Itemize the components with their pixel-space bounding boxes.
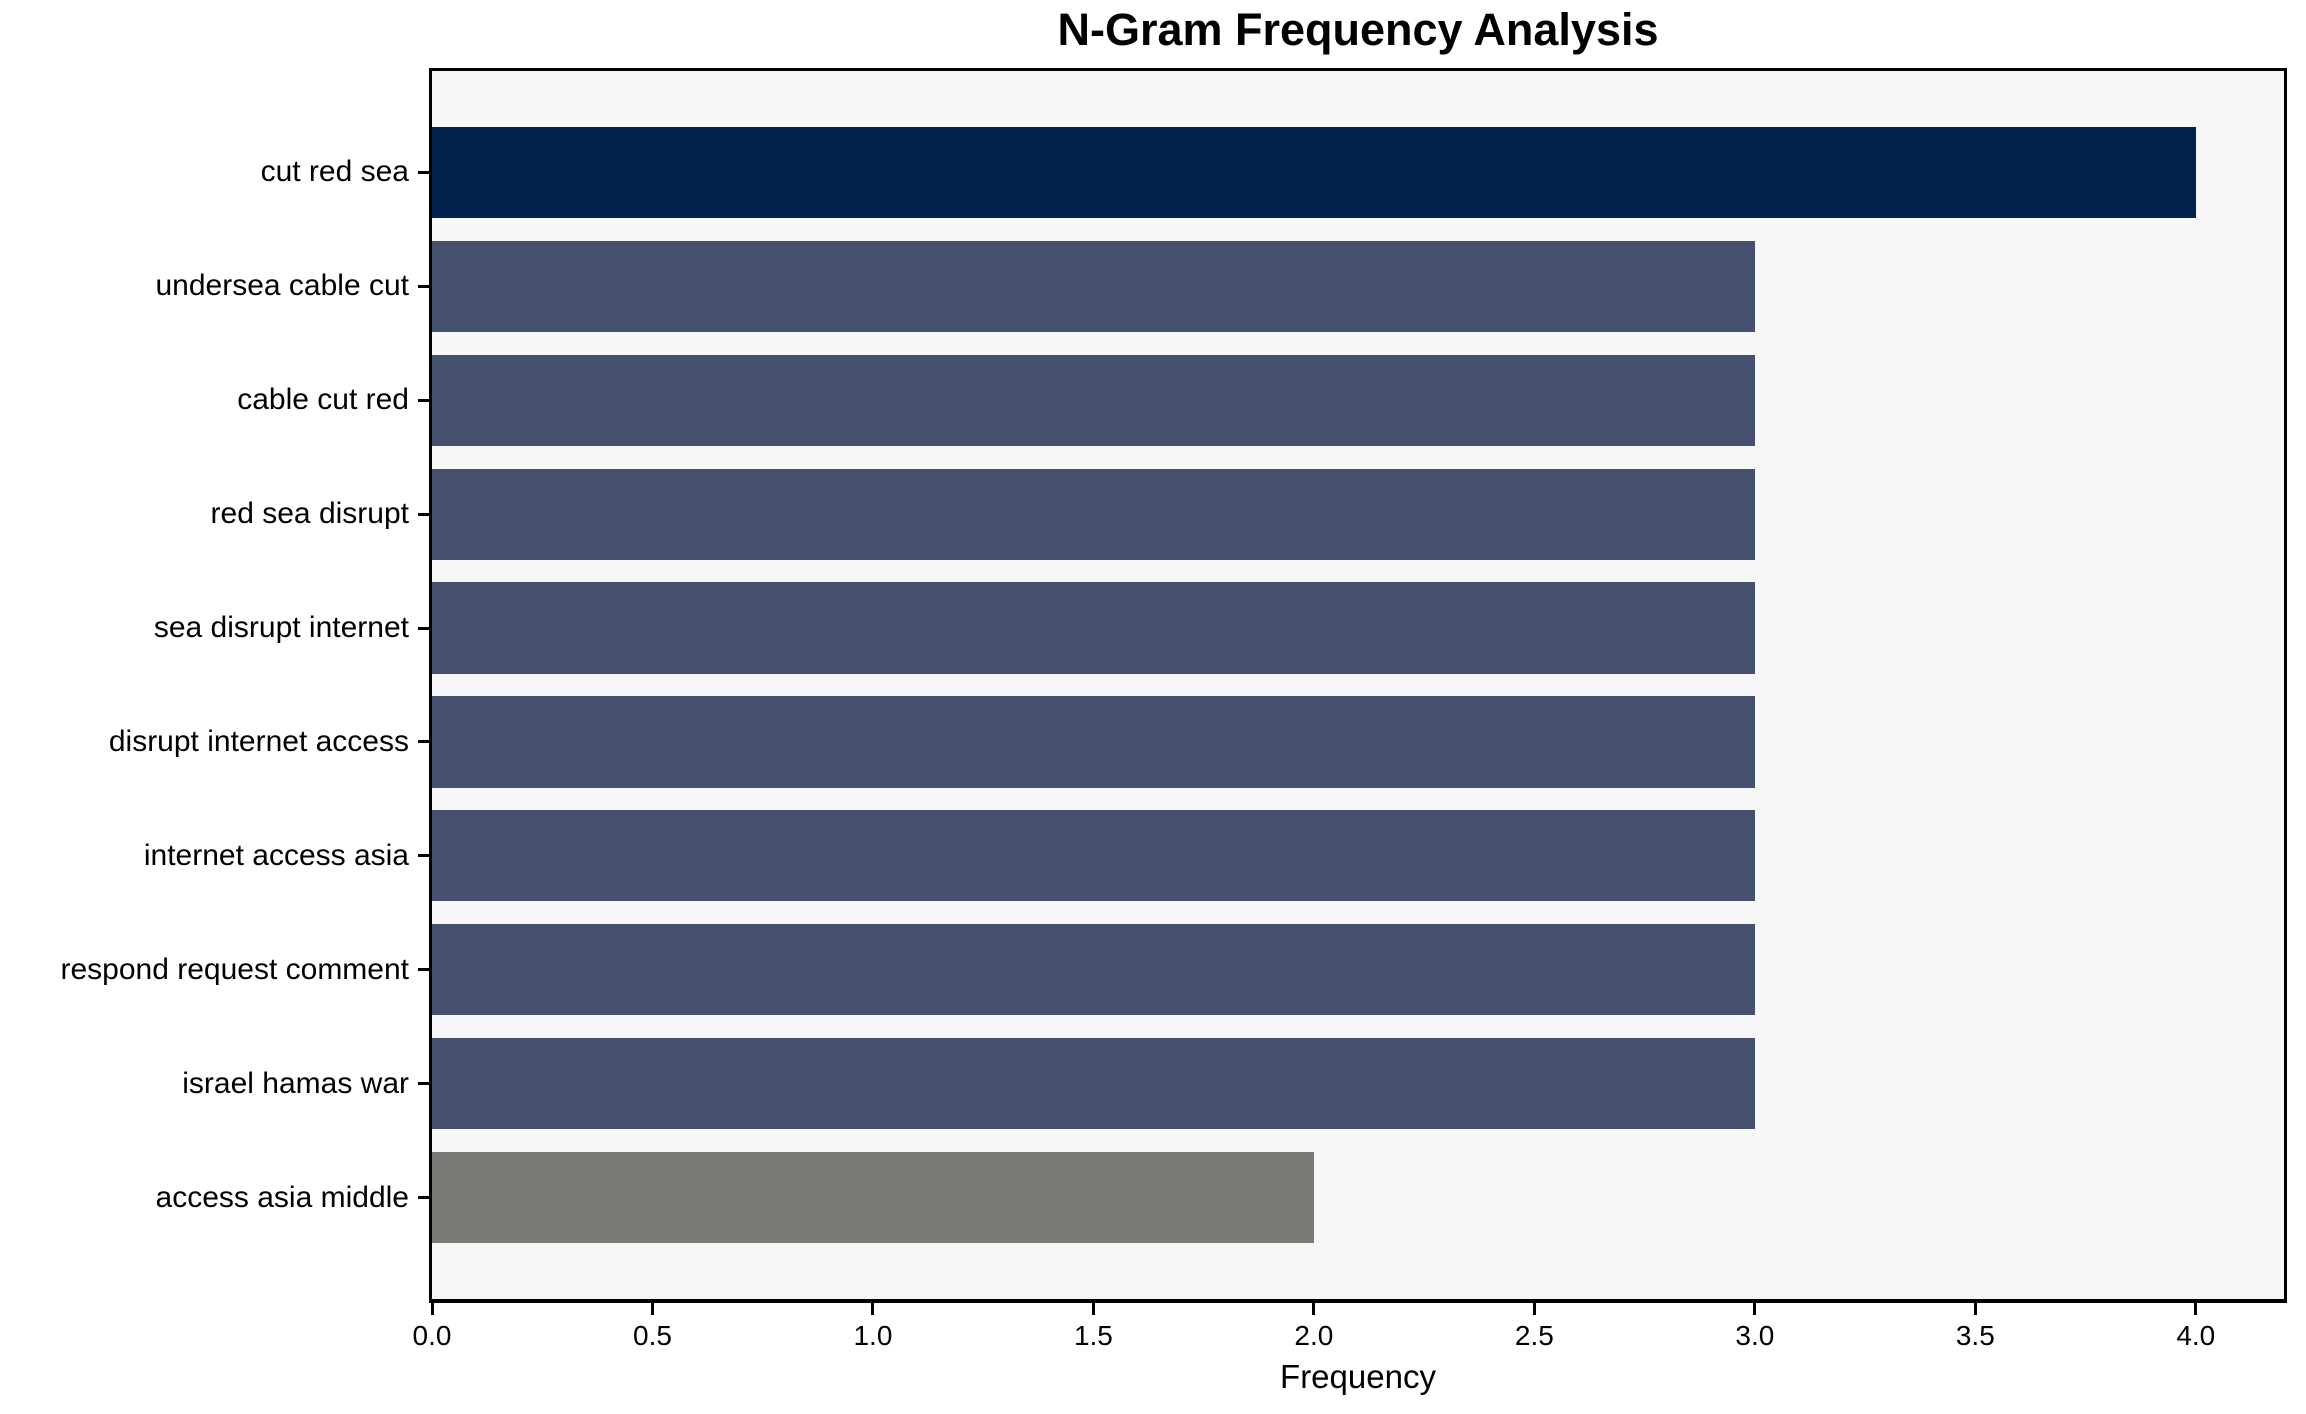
y-tick-label: cut red sea xyxy=(260,155,409,189)
bar-red-sea-disrupt xyxy=(432,468,1755,560)
bar-israel-hamas-war xyxy=(432,1038,1755,1130)
x-tick-label: 1.5 xyxy=(1073,1320,1113,1351)
y-tick-mark xyxy=(418,968,429,972)
y-tick-mark xyxy=(418,1082,429,1086)
x-tick-mark xyxy=(1312,1303,1316,1315)
y-tick-mark xyxy=(418,740,429,744)
y-tick-label: respond request comment xyxy=(60,952,409,986)
x-tick-label: 1.0 xyxy=(853,1320,893,1351)
bar-respond-request-comment xyxy=(432,924,1755,1016)
bar-access-asia-middle xyxy=(432,1152,1314,1244)
plot-area xyxy=(429,68,2287,1303)
x-tick-mark xyxy=(1753,1303,1757,1315)
bar-sea-disrupt-internet xyxy=(432,582,1755,674)
y-tick-mark xyxy=(418,626,429,630)
y-tick-mark xyxy=(418,170,429,174)
x-tick-label: 0.5 xyxy=(633,1320,672,1351)
x-tick-label: 2.0 xyxy=(1294,1320,1334,1351)
x-tick-mark xyxy=(1973,1303,1977,1315)
bar-disrupt-internet-access xyxy=(432,696,1755,788)
bar-undersea-cable-cut xyxy=(432,240,1755,332)
x-tick-mark xyxy=(430,1303,434,1315)
y-tick-label: israel hamas war xyxy=(182,1066,409,1100)
x-tick-mark xyxy=(1532,1303,1536,1315)
bar-internet-access-asia xyxy=(432,810,1755,902)
x-axis-label: Frequency xyxy=(1280,1358,1436,1395)
bar-cut-red-sea xyxy=(432,126,2196,218)
y-tick-label: red sea disrupt xyxy=(210,497,409,531)
x-tick-label: 2.5 xyxy=(1514,1320,1554,1351)
y-tick-label: internet access asia xyxy=(143,838,409,872)
y-tick-label: access asia middle xyxy=(155,1180,409,1214)
x-tick-mark xyxy=(2194,1303,2198,1315)
y-tick-mark xyxy=(418,512,429,516)
x-tick-label: 0.0 xyxy=(412,1320,452,1351)
y-tick-label: undersea cable cut xyxy=(155,269,409,303)
x-tick-label: 4.0 xyxy=(2176,1320,2216,1351)
y-tick-mark xyxy=(418,284,429,288)
bar-cable-cut-red xyxy=(432,354,1755,446)
x-tick-mark xyxy=(871,1303,875,1315)
y-tick-label: disrupt internet access xyxy=(108,724,409,758)
x-tick-mark xyxy=(1091,1303,1095,1315)
y-tick-mark xyxy=(418,1196,429,1200)
chart-title: N-Gram Frequency Analysis xyxy=(1057,4,1659,55)
y-tick-label: sea disrupt internet xyxy=(153,611,409,645)
x-tick-label: 3.0 xyxy=(1735,1320,1775,1351)
x-tick-mark xyxy=(650,1303,654,1315)
y-tick-mark xyxy=(418,854,429,858)
y-tick-label: cable cut red xyxy=(237,383,409,417)
y-tick-mark xyxy=(418,398,429,402)
x-tick-label: 3.5 xyxy=(1955,1320,1995,1351)
